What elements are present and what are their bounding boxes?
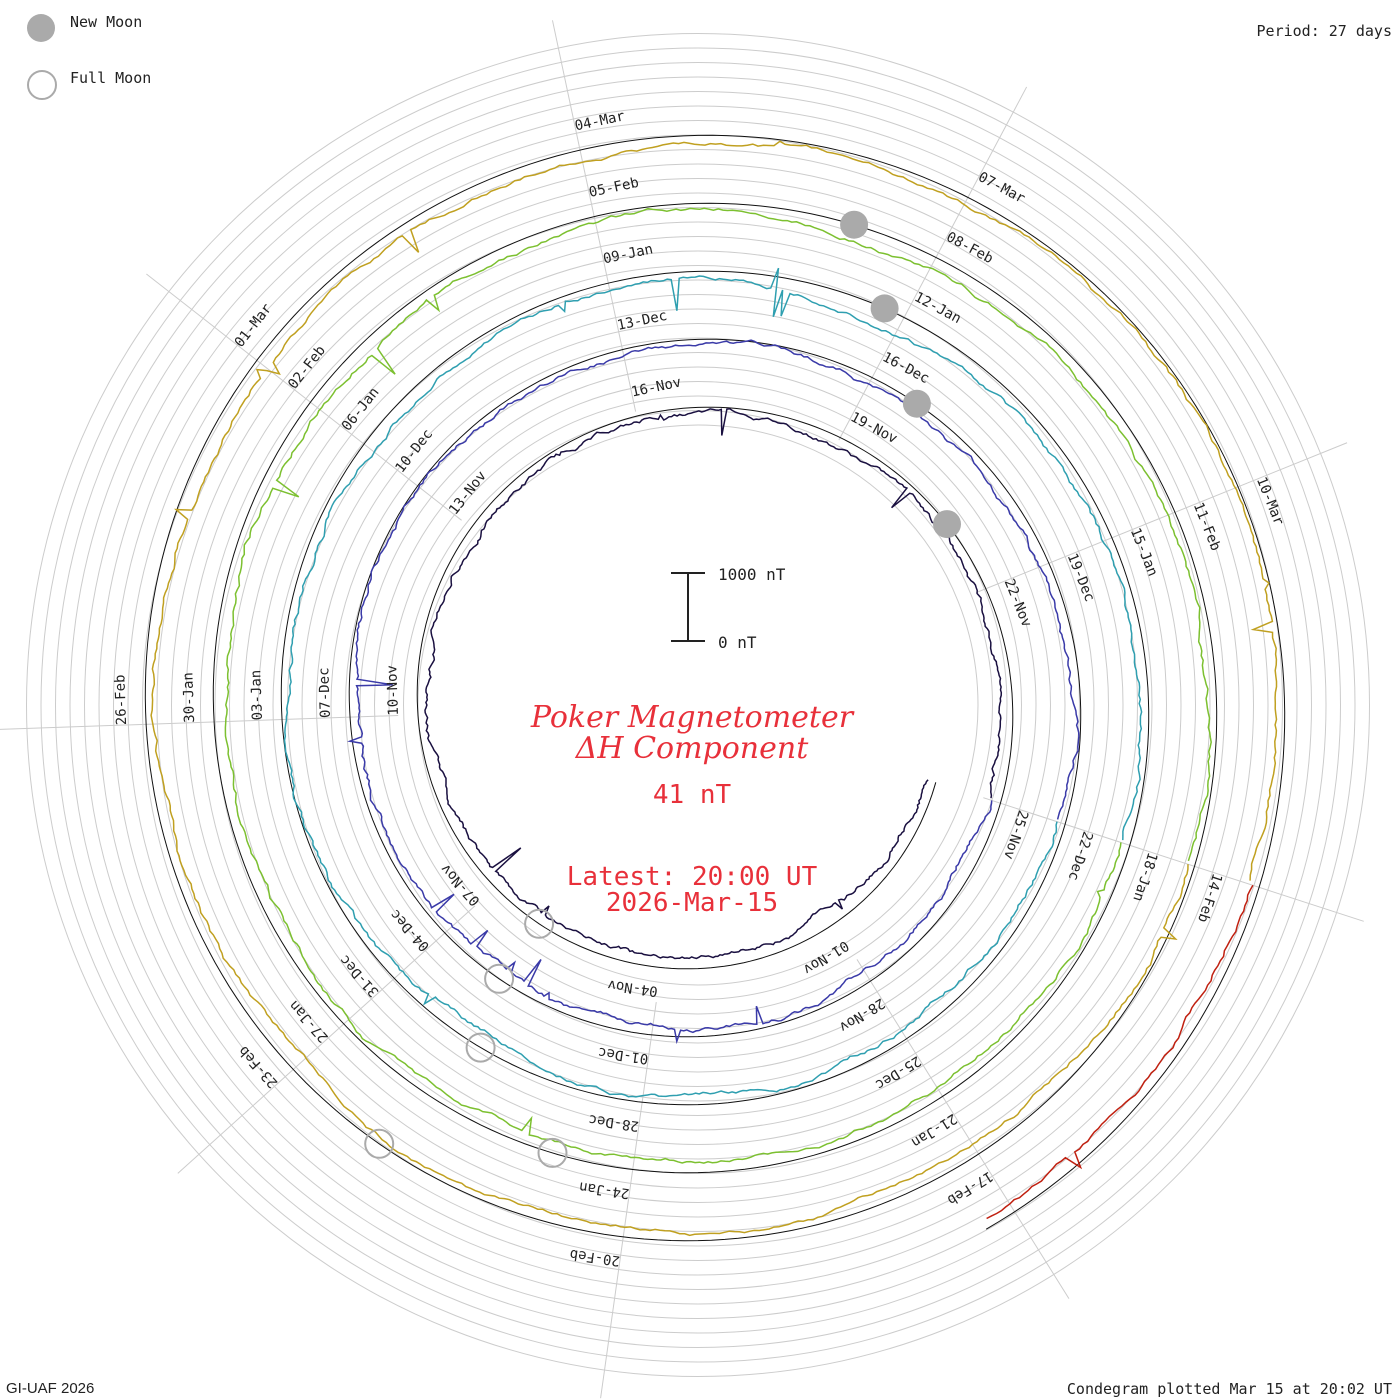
scale-bar: 1000 nT 0 nT [671, 565, 786, 652]
date-label: 10-Nov [384, 665, 402, 716]
date-label: 10-Dec [392, 426, 436, 476]
grid-ring [330, 337, 1066, 1073]
grid-ring [272, 279, 1124, 1131]
grid-ring [171, 178, 1225, 1232]
credit-label: GI-UAF 2026 [6, 1380, 95, 1397]
series-trace [986, 884, 1254, 1220]
grid-ring [156, 163, 1240, 1247]
date-label: 02-Feb [285, 343, 329, 393]
grid-ring [388, 395, 1008, 1015]
latest-date: 2026-Mar-15 [606, 888, 778, 918]
series-trace [424, 408, 1003, 960]
plotted-timestamp: Condegram plotted Mar 15 at 20:02 UT [1066, 1380, 1392, 1398]
grid-ring [374, 381, 1022, 1029]
latest-time: Latest: 20:00 UT [567, 862, 818, 892]
new-moon-marker [870, 294, 899, 323]
full-moon-legend-label: Full Moon [70, 69, 152, 87]
grid-ring [26, 33, 1370, 1377]
series-trace [347, 339, 1080, 1045]
grid-ring [214, 221, 1182, 1189]
grid-radial [983, 797, 1364, 922]
date-label: 13-Dec [616, 308, 669, 334]
grid-ring [243, 250, 1153, 1160]
grid-ring [229, 236, 1167, 1174]
full-moon-marker [484, 963, 515, 994]
new-moon-legend-label: New Moon [70, 13, 143, 31]
date-label: 14-Feb [1194, 871, 1225, 924]
grid-lines [0, 20, 1370, 1399]
new-moon-legend-icon [27, 14, 55, 42]
grid-radial [551, 20, 637, 412]
grid-radial [856, 959, 1070, 1299]
grid-ring [113, 120, 1283, 1290]
date-label: 23-Feb [236, 1043, 282, 1091]
grid-ring [40, 47, 1356, 1363]
chart-subtitle: ΔH Component [575, 731, 809, 766]
date-label: 20-Feb [569, 1246, 621, 1269]
grid-ring [69, 76, 1327, 1334]
date-label: 07-Nov [438, 861, 484, 909]
date-label: 19-Dec [1064, 551, 1098, 604]
grid-ring [55, 62, 1341, 1348]
grid-ring [142, 149, 1254, 1261]
date-label: 04-Nov [607, 976, 659, 999]
date-label: 16-Dec [880, 349, 932, 387]
date-label: 08-Feb [944, 229, 996, 267]
date-label: 07-Dec [316, 667, 334, 718]
date-label: 01-Dec [597, 1044, 649, 1067]
date-label: 11-Feb [1190, 500, 1224, 553]
full-moon-marker [364, 1128, 395, 1159]
date-label: 06-Jan [339, 385, 383, 435]
date-label: 03-Jan [248, 670, 266, 721]
full-moon-legend-icon [27, 70, 57, 100]
date-label: 19-Nov [848, 409, 900, 447]
date-label: 10-Mar [1253, 475, 1287, 528]
chart-title: Poker Magnetometer [530, 700, 855, 735]
full-moon-marker [537, 1137, 568, 1168]
date-label: 22-Dec [1065, 829, 1096, 882]
grid-ring [316, 323, 1080, 1087]
full-moon-marker [524, 908, 555, 939]
new-moon-marker [933, 510, 961, 539]
grid-ring [345, 352, 1051, 1058]
grid-radial [838, 86, 1028, 441]
data-traces [150, 140, 1278, 1237]
series-trace [224, 207, 1212, 1164]
grid-radial [0, 714, 399, 730]
grid-radial [975, 442, 1348, 594]
full-moon-marker [465, 1032, 496, 1063]
grid-radial [177, 905, 476, 1174]
moon-markers [364, 210, 961, 1168]
date-label: 07-Mar [975, 169, 1027, 207]
series-trace [150, 140, 1278, 1237]
date-label: 21-Jan [908, 1110, 959, 1150]
grid-ring [258, 265, 1138, 1145]
grid-ring [301, 308, 1095, 1102]
new-moon-marker [840, 210, 869, 239]
series-trace [283, 267, 1143, 1098]
grid-radial [146, 273, 462, 521]
scale-bottom-label: 0 nT [718, 633, 757, 652]
grid-ring [84, 91, 1312, 1319]
date-label: 01-Nov [800, 937, 851, 977]
latest-value: 41 nT [653, 780, 732, 810]
date-label: 24-Jan [578, 1178, 630, 1201]
date-label: 04-Mar [573, 108, 626, 134]
period-label: Period: 27 days [1256, 22, 1392, 40]
scale-top-label: 1000 nT [718, 565, 786, 584]
grid-radial [600, 1002, 657, 1399]
grid-ring [185, 192, 1211, 1218]
date-label: 17-Feb [944, 1168, 995, 1208]
date-label: 28-Dec [588, 1111, 640, 1134]
date-label: 30-Jan [180, 672, 198, 723]
date-label: 26-Feb [112, 674, 130, 725]
grid-ring [417, 424, 979, 986]
date-label: 04-Dec [387, 906, 433, 954]
grid-ring [98, 105, 1298, 1305]
date-label: 01-Mar [232, 301, 276, 351]
date-label: 13-Nov [446, 468, 490, 518]
new-moon-marker [902, 389, 931, 418]
grid-ring [200, 207, 1196, 1203]
